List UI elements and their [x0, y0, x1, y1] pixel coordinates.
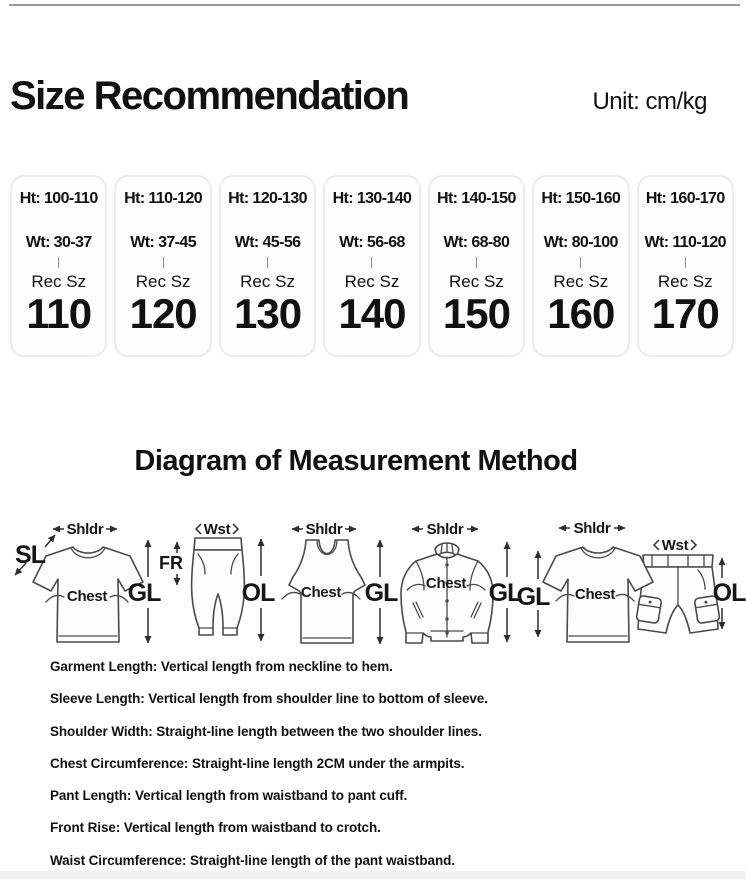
- card-tick-divider: [475, 257, 477, 268]
- definition-garment-length: Garment Length: Vertical length from nec…: [50, 659, 393, 674]
- chest-curve-icon: [555, 593, 575, 602]
- sleeve-arrow-icon: [14, 562, 27, 576]
- tshirt-shorts-diagram: GL Shldr: [517, 520, 746, 643]
- chest-curve-icon: [615, 593, 635, 602]
- rec-size-value: 120: [129, 290, 198, 337]
- measurement-definitions: Garment Length: Vertical length from nec…: [50, 660, 488, 879]
- size-card-160: Ht: 150-160 Wt: 80-100 Rec Sz 160: [532, 175, 630, 357]
- card-tick-divider: [580, 257, 582, 268]
- measurement-diagram: SL Shldr Chest GL Wst FR: [14, 520, 746, 645]
- jacket-diagram: Shldr Chest GL: [400, 521, 523, 644]
- shoulder-width-label: Shldr: [306, 521, 343, 538]
- shoulder-width-label: Shldr: [574, 520, 611, 537]
- size-card-170: Ht: 160-170 Wt: 110-120 Rec Sz 170: [636, 175, 734, 357]
- unit-label: Unit: cm/kg: [592, 88, 707, 115]
- height-range: Ht: 160-170: [645, 190, 725, 207]
- waist-chevron-icon: [232, 523, 240, 535]
- chest-label: Chest: [426, 575, 466, 592]
- definition-pant-length: Pant Length: Vertical length from waistb…: [50, 788, 408, 804]
- weight-range: Wt: 37-45: [130, 234, 196, 251]
- rec-size-label: Rec Sz: [240, 272, 295, 291]
- chest-label: Chest: [301, 584, 341, 601]
- definition-front-rise: Front Rise: Vertical length from waistba…: [50, 820, 381, 836]
- diagram-section-title: Diagram of Measurement Method: [134, 445, 578, 477]
- weight-range: Wt: 80-100: [543, 234, 619, 251]
- rec-size-value: 130: [234, 290, 302, 337]
- definition-sleeve-length: Sleeve Length: Vertical length from shou…: [50, 691, 488, 707]
- chest-curve-icon: [45, 594, 65, 603]
- chest-curve-icon: [109, 594, 129, 603]
- height-range: Ht: 150-160: [541, 190, 621, 207]
- height-range: Ht: 120-130: [228, 190, 307, 207]
- chest-label: Chest: [67, 588, 107, 605]
- definition-shoulder-width: Shoulder Width: Straight-line length bet…: [50, 723, 482, 739]
- card-tick-divider: [684, 257, 686, 268]
- chest-curve-icon: [281, 591, 301, 600]
- card-tick-divider: [371, 257, 373, 268]
- size-card-120: Ht: 110-120 Wt: 37-45 Rec Sz 120: [114, 175, 212, 357]
- shoulder-width-label: Shldr: [67, 521, 104, 538]
- chest-label: Chest: [575, 586, 615, 603]
- size-card-140: Ht: 130-140 Wt: 56-68 Rec Sz 140: [323, 175, 421, 357]
- definition-waist-circumference: Waist Circumference: Straight-line lengt…: [50, 852, 455, 868]
- rec-size-value: 160: [547, 290, 615, 337]
- sleeve-arrow-icon: [44, 534, 56, 548]
- waist-label: Wst: [662, 537, 689, 554]
- size-card-130: Ht: 120-130 Wt: 45-56 Rec Sz 130: [218, 175, 317, 357]
- card-tick-divider: [58, 257, 60, 268]
- garment-length-label: GL: [489, 579, 522, 607]
- rec-size-label: Rec Sz: [135, 272, 191, 291]
- bottom-gray-bar: [0, 871, 746, 879]
- rec-size-label: Rec Sz: [657, 272, 713, 291]
- rec-size-value: 170: [651, 290, 720, 337]
- garment-length-label: GL: [517, 583, 550, 611]
- height-range: Ht: 110-120: [124, 190, 203, 207]
- weight-range: Wt: 30-37: [25, 234, 92, 251]
- rec-size-label: Rec Sz: [31, 272, 87, 291]
- definition-chest-circumference: Chest Circumference: Straight-line lengt…: [50, 755, 465, 771]
- garment-length-label: GL: [128, 579, 161, 607]
- front-rise-label: FR: [159, 553, 183, 573]
- height-range: Ht: 130-140: [332, 190, 412, 207]
- size-card-150: Ht: 140-150 Wt: 68-80 Rec Sz 150: [427, 175, 526, 357]
- waist-chevron-icon: [652, 539, 660, 551]
- card-tick-divider: [162, 257, 164, 268]
- top-divider: [9, 4, 740, 6]
- height-range: Ht: 100-110: [19, 190, 99, 207]
- rec-size-value: 110: [26, 290, 92, 337]
- sleeve-length-label: SL: [15, 541, 46, 569]
- card-tick-divider: [267, 257, 269, 268]
- tank-top-diagram: Shldr Chest GL: [281, 521, 399, 645]
- outseam-length-label: OL: [242, 579, 275, 607]
- height-range: Ht: 140-150: [437, 190, 516, 207]
- outseam-length-label: OL: [713, 579, 746, 607]
- rec-size-value: 140: [338, 290, 406, 337]
- waist-label: Wst: [204, 521, 231, 538]
- size-card-110: Ht: 100-110 Wt: 30-37 Rec Sz 110: [10, 175, 108, 357]
- weight-range: Wt: 56-68: [339, 234, 405, 251]
- waist-chevron-icon: [690, 539, 698, 551]
- weight-range: Wt: 68-80: [443, 234, 510, 251]
- rec-size-label: Rec Sz: [344, 272, 400, 291]
- waist-chevron-icon: [194, 523, 202, 535]
- garment-length-label: GL: [365, 579, 398, 607]
- chest-curve-icon: [406, 583, 426, 591]
- pants-diagram: Wst FR OL: [159, 521, 276, 642]
- rec-size-label: Rec Sz: [449, 272, 504, 291]
- weight-range: Wt: 110-120: [644, 234, 727, 251]
- chest-curve-icon: [466, 583, 486, 591]
- rec-size-value: 150: [442, 290, 511, 337]
- tshirt-diagram: SL Shldr Chest GL: [14, 521, 162, 644]
- shoulder-width-label: Shldr: [427, 521, 464, 538]
- size-card-row: Ht: 100-110 Wt: 30-37 Rec Sz 110 Ht: 110…: [10, 175, 734, 357]
- rec-size-label: Rec Sz: [553, 272, 609, 291]
- chest-curve-icon: [341, 591, 361, 600]
- weight-range: Wt: 45-56: [234, 234, 301, 251]
- page-title: Size Recommendation: [10, 74, 410, 118]
